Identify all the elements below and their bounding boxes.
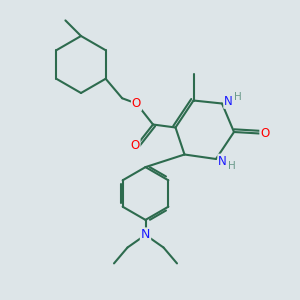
Text: N: N (141, 228, 150, 242)
Text: O: O (132, 97, 141, 110)
Text: O: O (260, 127, 269, 140)
Text: N: N (224, 95, 233, 108)
Text: H: H (234, 92, 242, 102)
Text: H: H (228, 160, 236, 171)
Text: N: N (218, 154, 227, 168)
Text: O: O (130, 139, 140, 152)
